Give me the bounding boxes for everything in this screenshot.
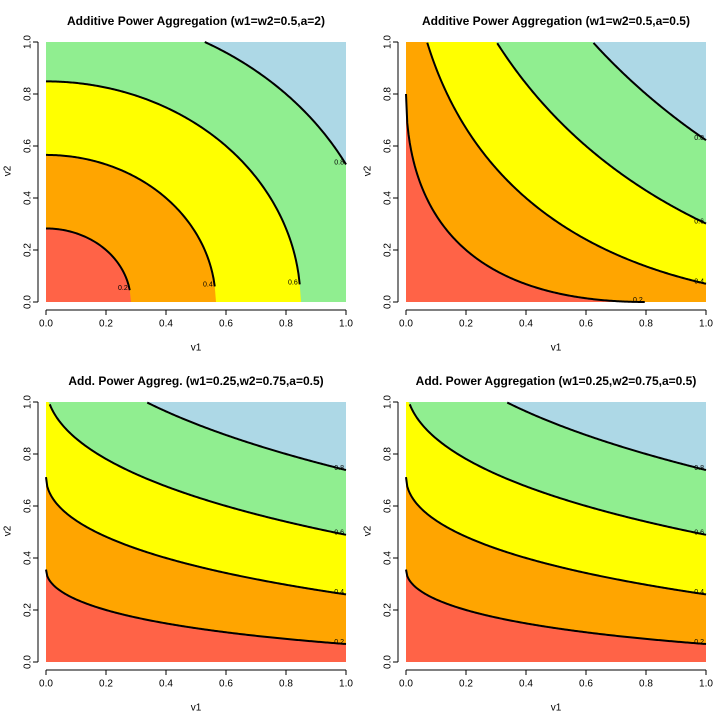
y-tick-label: 0.6 xyxy=(23,139,34,153)
contour-label: 0.8 xyxy=(334,465,344,472)
x-axis-title: v1 xyxy=(551,703,562,714)
x-tick-label: 0.2 xyxy=(99,319,113,330)
contour-region xyxy=(406,94,706,302)
y-tick-label: 0.0 xyxy=(23,655,34,669)
contour-line xyxy=(506,401,707,472)
x-axis-title: v1 xyxy=(191,703,202,714)
chart-title: Additive Power Aggregation (w1=w2=0.5,a=… xyxy=(422,14,690,28)
x-tick-label: 0.4 xyxy=(159,319,173,330)
y-tick-label: 0.8 xyxy=(23,447,34,461)
x-tick-label: 0.4 xyxy=(159,679,173,690)
y-tick-label: 0.4 xyxy=(23,551,34,565)
x-tick-label: 0.2 xyxy=(99,679,113,690)
contour-label: 0.6 xyxy=(694,218,704,225)
x-tick-label: 1.0 xyxy=(699,679,713,690)
y-tick-label: 1.0 xyxy=(23,395,34,409)
x-tick-label: 0.8 xyxy=(639,679,653,690)
y-tick-label: 0.0 xyxy=(383,295,394,309)
contour-region xyxy=(406,569,706,662)
contour-region xyxy=(46,154,346,302)
contour-line xyxy=(592,42,707,142)
x-axis-title: v1 xyxy=(191,343,202,354)
contour-line xyxy=(146,401,347,472)
x-tick-label: 0.6 xyxy=(579,679,593,690)
contour-label: 0.6 xyxy=(334,530,344,537)
y-tick-label: 1.0 xyxy=(383,395,394,409)
y-tick-label: 1.0 xyxy=(23,35,34,49)
contour-label: 0.4 xyxy=(694,589,704,596)
chart-title: Add. Power Aggregation (w1=0.25,w2=0.75,… xyxy=(416,374,697,388)
contour-line xyxy=(45,153,216,287)
contour-label: 0.6 xyxy=(288,279,298,286)
y-tick-label: 0.6 xyxy=(23,499,34,513)
x-tick-label: 0.4 xyxy=(519,679,533,690)
contour-label: 0.2 xyxy=(334,639,344,646)
x-tick-label: 1.0 xyxy=(699,319,713,330)
y-axis-title: v2 xyxy=(363,525,374,536)
x-tick-label: 0.0 xyxy=(39,679,53,690)
y-tick-label: 0.4 xyxy=(383,551,394,565)
contour-line xyxy=(405,93,645,303)
contour-line xyxy=(45,569,347,646)
contour-label: 0.8 xyxy=(334,159,344,166)
contour-label: 0.4 xyxy=(203,281,213,288)
y-tick-label: 0.8 xyxy=(383,447,394,461)
x-tick-label: 0.0 xyxy=(399,319,413,330)
contour-region xyxy=(406,42,706,302)
contour-label: 0.2 xyxy=(694,639,704,646)
x-tick-label: 0.8 xyxy=(279,679,293,690)
contour-line xyxy=(48,403,347,536)
contour-region xyxy=(46,569,346,662)
x-axis-title: v1 xyxy=(551,343,562,354)
y-tick-label: 0.6 xyxy=(383,139,394,153)
contour-line xyxy=(204,41,347,165)
y-tick-label: 0.4 xyxy=(383,191,394,205)
y-tick-label: 0.8 xyxy=(23,87,34,101)
contour-line xyxy=(408,403,707,536)
y-tick-label: 0.4 xyxy=(23,191,34,205)
contour-label: 0.4 xyxy=(694,279,704,286)
x-tick-label: 0.6 xyxy=(579,319,593,330)
x-tick-label: 0.2 xyxy=(459,679,473,690)
contour-region xyxy=(46,228,346,302)
contour-label: 0.2 xyxy=(633,297,643,304)
y-tick-label: 1.0 xyxy=(383,35,394,49)
x-tick-label: 0.6 xyxy=(219,319,233,330)
y-tick-label: 0.6 xyxy=(383,499,394,513)
y-tick-label: 0.8 xyxy=(383,87,394,101)
x-tick-label: 1.0 xyxy=(339,679,353,690)
contour-label: 0.8 xyxy=(694,465,704,472)
contour-line xyxy=(426,42,707,285)
x-tick-label: 0.0 xyxy=(399,679,413,690)
contour-label: 0.8 xyxy=(694,135,704,142)
x-tick-label: 0.0 xyxy=(39,319,53,330)
contour-line xyxy=(496,42,707,225)
x-tick-label: 0.4 xyxy=(519,319,533,330)
contour-line xyxy=(45,476,347,596)
x-tick-label: 0.8 xyxy=(639,319,653,330)
contour-line xyxy=(405,476,707,596)
contour-label: 0.4 xyxy=(334,589,344,596)
contour-line xyxy=(405,569,707,646)
y-axis-title: v2 xyxy=(3,165,14,176)
y-tick-label: 0.0 xyxy=(23,295,34,309)
x-tick-label: 0.6 xyxy=(219,679,233,690)
x-tick-label: 0.2 xyxy=(459,319,473,330)
contour-label: 0.2 xyxy=(118,285,128,292)
y-tick-label: 0.2 xyxy=(23,243,34,257)
y-tick-label: 0.2 xyxy=(383,243,394,257)
contour-line xyxy=(45,227,131,291)
contour-label: 0.6 xyxy=(694,530,704,537)
y-tick-label: 0.2 xyxy=(383,603,394,617)
y-axis-title: v2 xyxy=(3,525,14,536)
chart-title: Add. Power Aggreg. (w1=0.25,w2=0.75,a=0.… xyxy=(68,374,323,388)
chart-title: Additive Power Aggregation (w1=w2=0.5,a=… xyxy=(67,14,325,28)
x-tick-label: 0.8 xyxy=(279,319,293,330)
y-tick-label: 0.2 xyxy=(23,603,34,617)
contour-line xyxy=(45,80,301,285)
y-tick-label: 0.0 xyxy=(383,655,394,669)
x-tick-label: 1.0 xyxy=(339,319,353,330)
y-axis-title: v2 xyxy=(363,165,374,176)
